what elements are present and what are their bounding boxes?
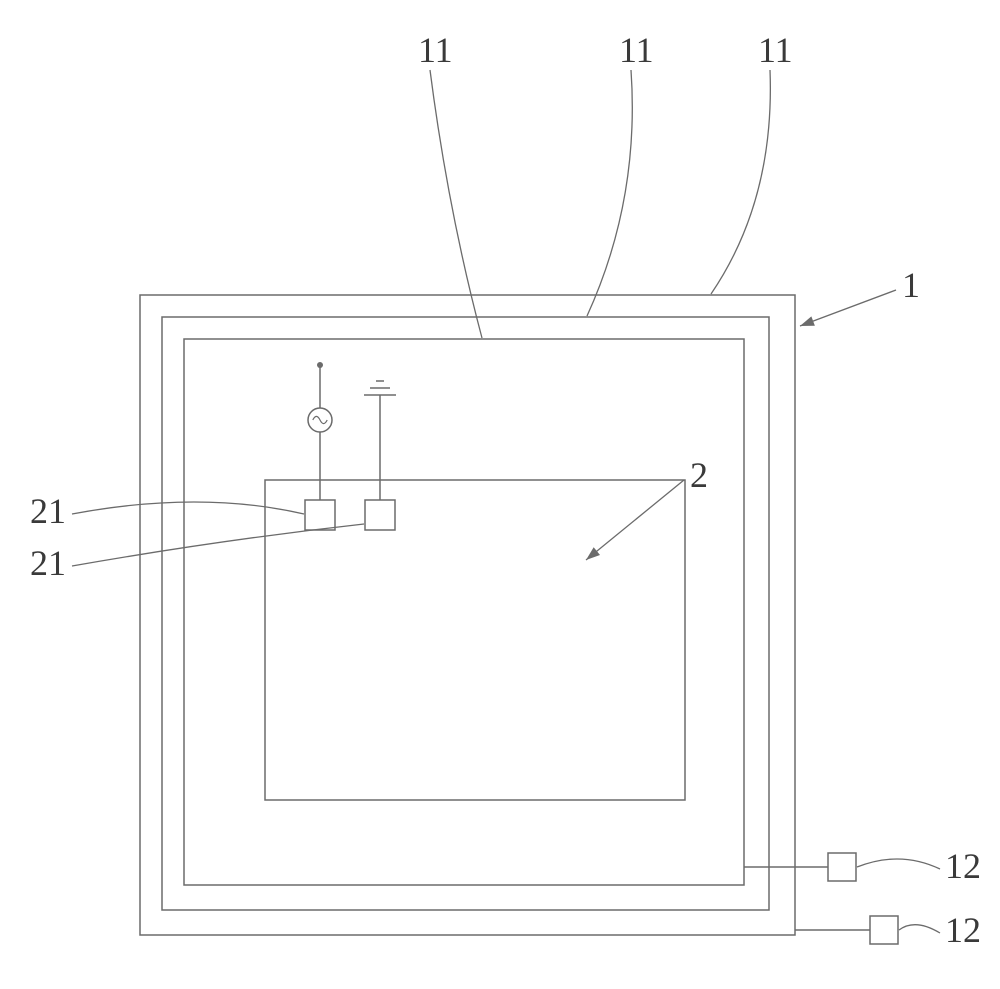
leader-21-a	[72, 502, 304, 514]
label-L2: 2	[690, 455, 708, 495]
leader-11-b	[587, 70, 632, 316]
feed-pad-right	[365, 500, 395, 530]
source-top-knob	[317, 362, 323, 368]
label-L12_a: 12	[945, 846, 981, 886]
port-box-lower	[870, 916, 898, 944]
label-L11_b: 11	[619, 30, 654, 70]
leader-1-arrowhead	[800, 316, 815, 326]
leader-2-line	[586, 480, 684, 560]
inner-coil-rect	[184, 339, 744, 885]
label-L21_a: 21	[30, 491, 66, 531]
leader-11-c	[711, 70, 770, 294]
leader-11-a	[430, 70, 482, 338]
label-L1: 1	[902, 265, 920, 305]
label-L11_c: 11	[758, 30, 793, 70]
label-L21_b: 21	[30, 543, 66, 583]
label-L12_b: 12	[945, 910, 981, 950]
ac-source-wave	[313, 416, 327, 423]
leader-12-b	[899, 925, 940, 933]
outer-coil-rect	[140, 295, 795, 935]
port-box-upper	[828, 853, 856, 881]
mid-coil-rect	[162, 317, 769, 910]
leader-1-line	[800, 290, 896, 326]
leader-12-a	[857, 859, 940, 869]
label-L11_a: 11	[418, 30, 453, 70]
leader-2-arrowhead	[586, 547, 600, 560]
feed-pad-left	[305, 500, 335, 530]
